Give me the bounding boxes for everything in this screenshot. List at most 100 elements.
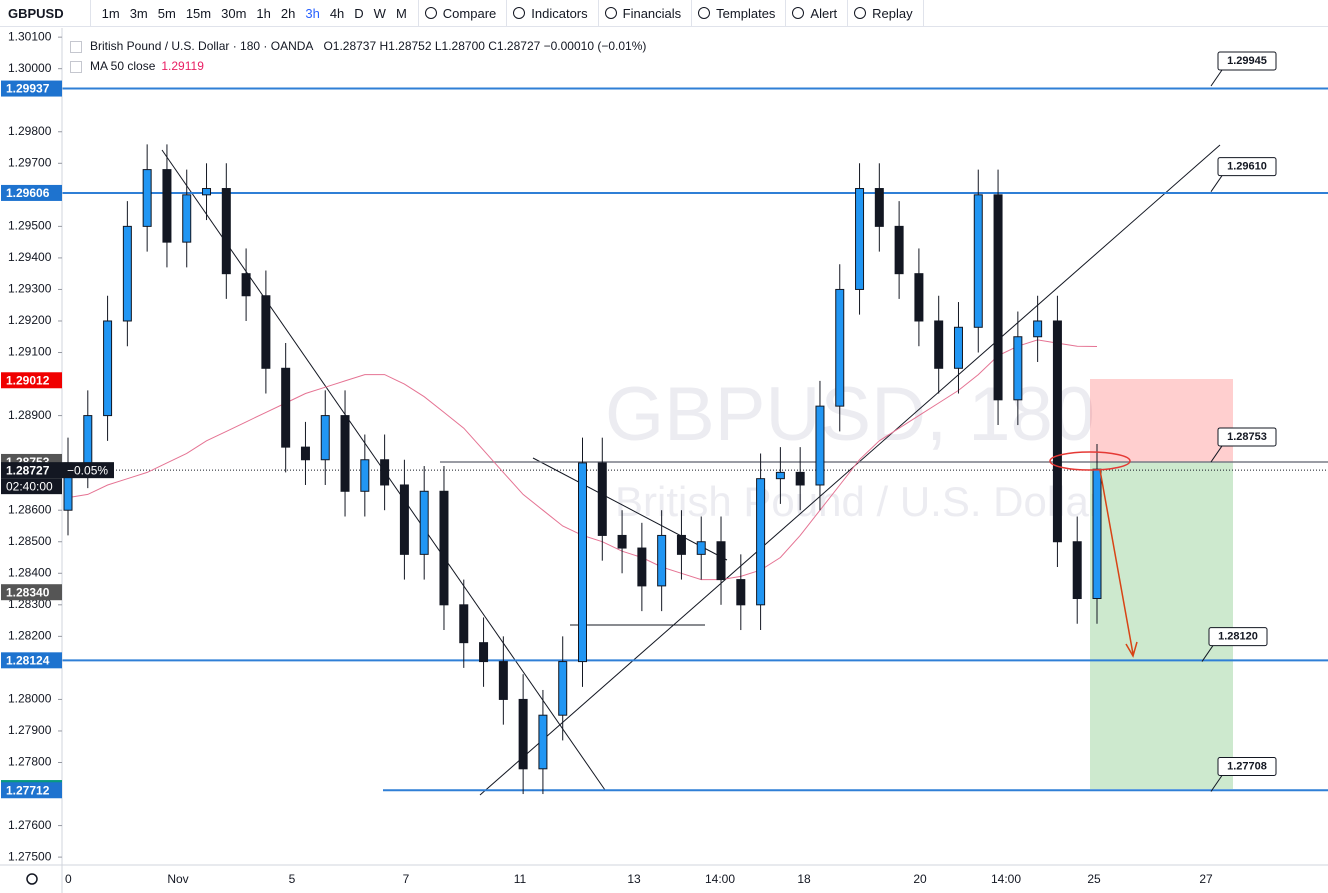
callout-box bbox=[1217, 427, 1277, 447]
candle-body bbox=[815, 405, 825, 486]
collapse-toggle[interactable] bbox=[70, 40, 82, 53]
toolbar-button[interactable]: Indicators bbox=[507, 0, 599, 27]
callout-label: 1.28753 bbox=[1227, 431, 1267, 443]
candle-body bbox=[459, 604, 469, 644]
symbol-search[interactable]: GBPUSD bbox=[0, 0, 91, 27]
candle-body bbox=[894, 225, 904, 275]
y-tick-label: 1.28200 bbox=[8, 629, 52, 643]
candle-body bbox=[419, 490, 429, 555]
y-tick-label: 1.28400 bbox=[8, 565, 52, 579]
candle-body bbox=[122, 225, 132, 322]
x-tick-label: 27 bbox=[1199, 872, 1213, 886]
drawings bbox=[161, 144, 1233, 796]
toolbar-buttons: Compare Indicators Financials Templates Aler… bbox=[419, 0, 924, 27]
y-tick-label: 1.27600 bbox=[8, 818, 52, 832]
interval-button[interactable]: 3m bbox=[129, 5, 148, 21]
candle-body bbox=[914, 273, 924, 322]
legend-main: British Pound / U.S. Dollar · 180 · OAND… bbox=[70, 38, 646, 58]
highlight-ellipse bbox=[1049, 451, 1131, 471]
toolbar-button[interactable]: Replay bbox=[848, 0, 924, 27]
change-badge bbox=[62, 462, 114, 479]
candle-body bbox=[538, 714, 548, 770]
interval-button[interactable]: 2h bbox=[280, 5, 296, 21]
candle-body bbox=[320, 415, 330, 461]
y-tick-label: 1.27900 bbox=[8, 723, 52, 737]
countdown-label: 02:40:00 bbox=[6, 479, 53, 493]
candle-body bbox=[221, 188, 231, 275]
candle-body bbox=[993, 194, 1003, 401]
interval-button[interactable]: W bbox=[373, 5, 386, 21]
candle-body bbox=[340, 415, 350, 492]
watermark-title: GBPUSD, 180 bbox=[605, 372, 1095, 457]
y-tick-label: 1.29200 bbox=[8, 313, 52, 327]
interval-button[interactable]: M bbox=[395, 5, 407, 21]
target-zone bbox=[1090, 462, 1233, 789]
arrow bbox=[1099, 469, 1138, 658]
candle-body bbox=[934, 320, 944, 369]
interval-button[interactable]: 4h bbox=[329, 5, 345, 21]
price-badge bbox=[1, 584, 62, 601]
y-tick-label: 1.28900 bbox=[8, 408, 52, 422]
interval-button[interactable]: 15m bbox=[185, 5, 212, 21]
trend-line bbox=[479, 144, 1221, 796]
interval-button[interactable]: D bbox=[354, 5, 364, 21]
callout-label: 1.29945 bbox=[1227, 55, 1267, 67]
y-tick-label: 1.29300 bbox=[8, 282, 52, 296]
x-tick-label: 14:00 bbox=[705, 872, 735, 886]
stop-zone bbox=[1090, 379, 1233, 462]
interval-button[interactable]: 30m bbox=[221, 5, 247, 21]
toolbar-button[interactable]: Compare bbox=[419, 0, 508, 27]
price-axis: 1.30100 1.30000 1.29800 1.29700 1.29500 1.294… bbox=[0, 28, 1328, 893]
trend-line bbox=[532, 457, 728, 561]
callout-pointer bbox=[1201, 645, 1214, 662]
candle-body bbox=[855, 188, 865, 290]
callout-pointer bbox=[1210, 775, 1223, 792]
x-tick-label: 5 bbox=[289, 872, 296, 886]
candle-body bbox=[775, 471, 785, 480]
candle-body bbox=[676, 534, 686, 555]
y-tick-label: 1.28500 bbox=[8, 534, 52, 548]
candle-body bbox=[281, 367, 291, 448]
y-tick-label: 1.28600 bbox=[8, 502, 52, 516]
candle-body bbox=[637, 547, 647, 587]
y-tick-label: 1.29700 bbox=[8, 155, 52, 169]
x-tick-label: 18 bbox=[797, 872, 811, 886]
candle-body bbox=[657, 534, 667, 587]
candle-body bbox=[973, 194, 983, 328]
candle-body bbox=[736, 579, 746, 606]
candle-body bbox=[142, 169, 152, 227]
price-badge-label: 1.27712 bbox=[6, 783, 50, 797]
watermark-subtitle: British Pound / U.S. Dollar bbox=[615, 478, 1103, 525]
callout-pointer bbox=[1210, 69, 1223, 87]
candle-body bbox=[162, 169, 172, 243]
x-tick-label: 7 bbox=[403, 872, 410, 886]
interval-button[interactable]: 5m bbox=[157, 5, 176, 21]
y-tick-label: 1.28300 bbox=[8, 597, 52, 611]
toolbar-button[interactable]: Templates bbox=[692, 0, 787, 27]
change-label: −0.05% bbox=[67, 463, 108, 477]
candle-body bbox=[83, 415, 93, 464]
interval-group: 1m 3m 5m 15m 30m 1h 2h 3h 4h D W M bbox=[91, 0, 419, 27]
settings-button[interactable] bbox=[26, 873, 38, 885]
price-badge bbox=[1, 462, 62, 479]
visibility-toggle[interactable] bbox=[70, 60, 82, 73]
y-tick-label: 1.27500 bbox=[8, 849, 52, 863]
callout-pointer bbox=[1210, 175, 1223, 192]
toolbar-button[interactable]: Financials bbox=[599, 0, 693, 27]
y-tick-label: 1.30000 bbox=[8, 61, 52, 75]
toolbar-button[interactable]: Alert bbox=[786, 0, 849, 27]
interval-button[interactable]: 3h bbox=[305, 5, 320, 21]
toolbar: GBPUSD 1m 3m 5m 15m 30m 1h 2h 3h 4h D W M Compare In… bbox=[0, 0, 1328, 27]
ma-name: MA 50 close bbox=[90, 59, 156, 73]
interval-button[interactable]: 1h bbox=[256, 5, 271, 21]
callout-box bbox=[1217, 157, 1277, 177]
candle-body bbox=[103, 320, 113, 417]
plot bbox=[63, 144, 1102, 795]
candle-body bbox=[756, 478, 766, 606]
price-badge bbox=[1, 80, 62, 97]
price-badge bbox=[1, 372, 62, 389]
candle-body bbox=[1013, 336, 1023, 401]
interval-button[interactable]: 1m bbox=[101, 5, 120, 21]
